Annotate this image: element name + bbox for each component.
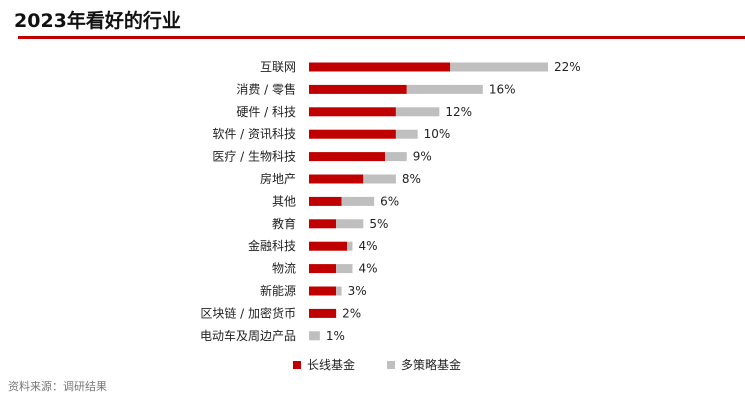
bar-long-fund [309,62,451,72]
bar-long-fund [309,308,337,318]
bar-multi-fund [385,152,407,162]
legend-item-multi-fund: 多策略基金 [387,356,461,373]
bar-long-fund [309,286,337,296]
bar-multi-fund [341,196,375,206]
data-label: 4% [358,262,377,276]
category-label: 新能源 [260,283,296,298]
bar-long-fund [309,84,407,94]
data-label: 1% [326,329,345,343]
category-label: 其他 [272,194,296,208]
legend-swatch-multi-fund [387,360,396,369]
bar-multi-fund [336,286,342,296]
category-label: 金融科技 [248,238,296,253]
category-label: 教育 [272,216,296,231]
bar-long-fund [309,129,396,139]
bar-multi-fund [347,241,353,251]
bar-long-fund [309,174,364,184]
category-label: 医疗 / 生物科技 [212,150,296,164]
legend-label-long-fund: 长线基金 [307,358,356,372]
data-label: 4% [358,239,377,253]
source-note: 资料来源：调研结果 [8,380,107,393]
data-label: 3% [348,284,367,298]
bar-long-fund [309,196,342,206]
data-label: 22% [554,60,581,74]
bar-multi-fund [336,219,364,229]
bar-long-fund [309,264,337,274]
category-label: 硬件 / 科技 [236,105,296,119]
data-label: 2% [342,306,361,320]
category-label: 软件 / 资讯科技 [212,127,296,141]
bar-multi-fund [395,129,418,139]
category-label: 消费 / 零售 [236,81,296,96]
bar-multi-fund [336,264,353,274]
page-title: 2023年看好的行业 [14,10,181,32]
bar-multi-fund [395,107,440,117]
bar-multi-fund [309,331,320,341]
chart-legend: 长线基金 多策略基金 [293,356,487,373]
bar-multi-fund [363,174,396,184]
bar-multi-fund [450,62,548,72]
category-label: 电动车及周边产品 [200,328,296,343]
title-divider [18,36,745,39]
bar-multi-fund [406,84,483,94]
data-label: 9% [413,150,432,164]
data-label: 8% [402,172,421,186]
category-label: 互联网 [260,60,296,74]
category-label: 房地产 [260,171,296,186]
bar-long-fund [309,241,348,251]
data-label: 16% [489,82,516,96]
category-label: 物流 [272,262,296,276]
legend-label-multi-fund: 多策略基金 [401,358,462,372]
legend-item-long-fund: 长线基金 [293,356,355,373]
data-label: 6% [380,194,399,208]
data-label: 12% [445,105,472,119]
bar-long-fund [309,107,396,117]
bar-chart: 互联网 22% 消费 / 零售 16% 硬件 / 科技 12% 软件 / 资讯科技 10% 医疗… [200,60,581,343]
legend-swatch-long-fund [293,360,301,369]
category-label: 区块链 / 加密货币 [200,305,296,320]
data-label: 5% [369,217,388,231]
data-label: 10% [424,127,451,141]
bar-long-fund [309,219,337,229]
bar-long-fund [309,152,386,162]
